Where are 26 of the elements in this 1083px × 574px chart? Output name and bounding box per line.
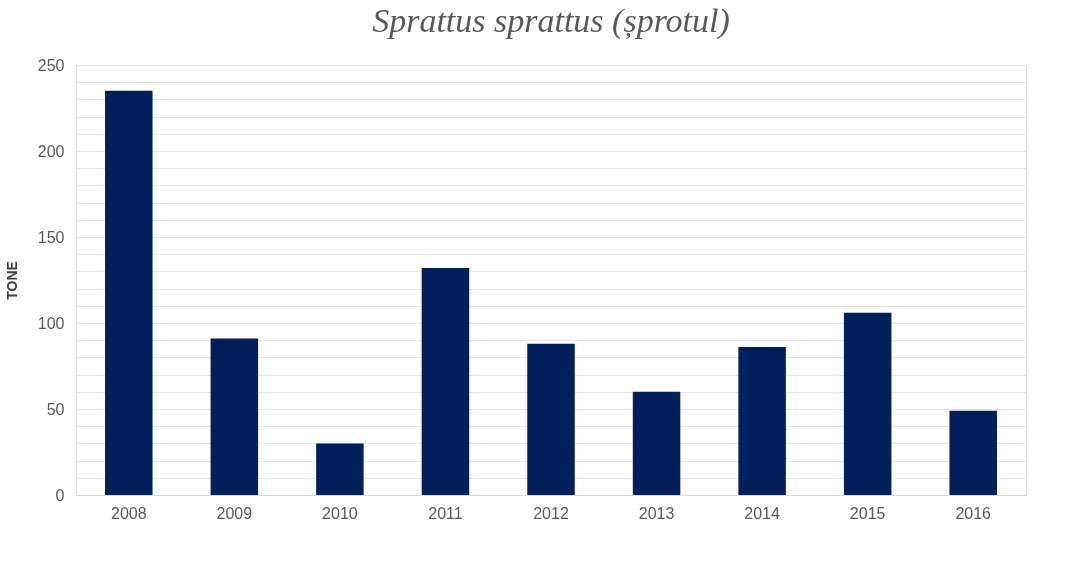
x-tick-label: 2014 <box>744 504 781 522</box>
y-tick-label: 150 <box>37 228 65 246</box>
bar <box>843 312 892 495</box>
bar <box>527 343 575 495</box>
x-tick-label: 2013 <box>638 504 675 522</box>
x-tick-label: 2012 <box>533 504 569 522</box>
y-axis-title: TONE <box>3 261 20 300</box>
y-tick-label: 0 <box>55 486 65 504</box>
y-tick-label: 50 <box>46 400 65 418</box>
bar <box>738 347 786 495</box>
x-tick-label: 2009 <box>216 504 253 522</box>
x-tick-label: 2015 <box>849 504 886 522</box>
y-tick-label: 200 <box>37 142 65 160</box>
x-tick-label: 2016 <box>955 504 992 522</box>
bar <box>316 443 364 495</box>
x-tick-label: 2011 <box>428 504 463 522</box>
x-tick-label: 2008 <box>110 504 147 522</box>
bar <box>210 338 259 495</box>
chart-title: Sprattus sprattus (șprotul) <box>372 2 730 40</box>
bar <box>632 391 681 495</box>
bar <box>105 90 153 495</box>
y-tick-label: 100 <box>37 314 65 332</box>
bar <box>421 267 470 495</box>
y-tick-label: 250 <box>37 56 65 74</box>
x-tick-label: 2010 <box>322 504 358 522</box>
bar <box>949 410 997 495</box>
